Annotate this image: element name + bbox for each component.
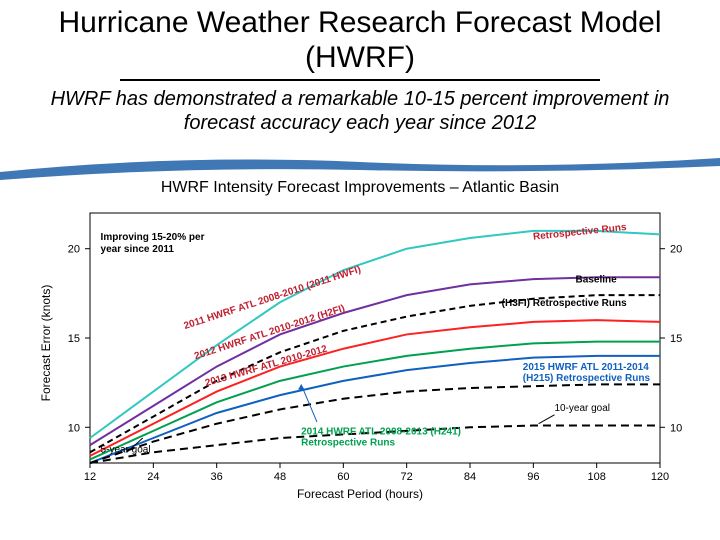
- line-chart: Forecast Error (knots) Forecast Period (…: [0, 203, 720, 503]
- svg-text:24: 24: [147, 471, 159, 483]
- svg-text:36: 36: [211, 471, 223, 483]
- svg-text:2011 HWRF ATL 2008-2010 (2011: 2011 HWRF ATL 2008-2010 (2011 HWFI): [183, 264, 363, 332]
- chart-title: HWRF Intensity Forecast Improvements – A…: [0, 179, 720, 197]
- svg-text:84: 84: [464, 471, 476, 483]
- svg-text:15: 15: [68, 333, 80, 345]
- svg-text:20: 20: [68, 244, 80, 256]
- svg-text:Retrospective Runs: Retrospective Runs: [532, 222, 627, 243]
- svg-text:10-year goal: 10-year goal: [554, 403, 610, 414]
- svg-text:2015 HWRF ATL 2011-2014(H215): 2015 HWRF ATL 2011-2014(H215) Retrospect…: [523, 362, 651, 384]
- slide-subtitle: HWRF has demonstrated a remarkable 10-15…: [0, 81, 720, 135]
- svg-text:10: 10: [68, 422, 80, 434]
- svg-text:10: 10: [670, 422, 682, 434]
- slide-title: Hurricane Weather Research Forecast Mode…: [0, 0, 720, 75]
- decorative-swoosh: [0, 152, 720, 182]
- svg-text:72: 72: [401, 471, 413, 483]
- chart-svg: 12 24 36 48 60 72 84 96 108 120 10 15 20 10 15 20 2011 H…: [0, 203, 720, 503]
- svg-text:(H3FI) Retrospective Runs: (H3FI) Retrospective Runs: [502, 298, 627, 309]
- svg-text:20: 20: [670, 244, 682, 256]
- svg-text:120: 120: [651, 471, 669, 483]
- svg-text:108: 108: [587, 471, 605, 483]
- svg-text:2014 HWRF ATL 2008-2013 (H241): 2014 HWRF ATL 2008-2013 (H241)Retrospect…: [301, 426, 461, 448]
- svg-text:Improving 15-20% peryear since: Improving 15-20% peryear since 2011: [101, 232, 205, 255]
- svg-text:Baseline: Baseline: [576, 275, 618, 286]
- svg-text:15: 15: [670, 333, 682, 345]
- svg-text:5-year goal: 5-year goal: [101, 444, 151, 455]
- svg-text:96: 96: [527, 471, 539, 483]
- svg-text:48: 48: [274, 471, 286, 483]
- svg-text:12: 12: [84, 471, 96, 483]
- svg-text:60: 60: [337, 471, 349, 483]
